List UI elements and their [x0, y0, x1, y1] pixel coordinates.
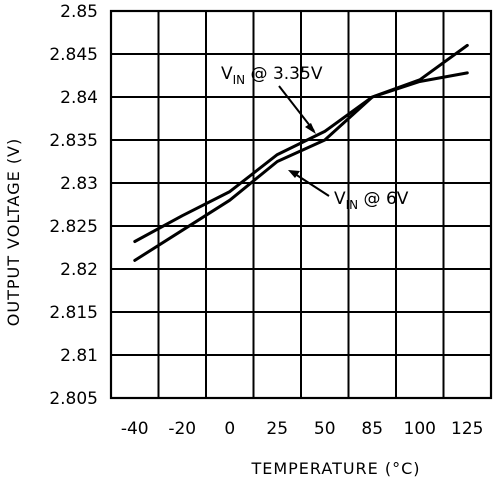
- x-tick-label: 50: [314, 419, 336, 439]
- series-line-2: [133, 71, 469, 243]
- series-1-arrowhead: [305, 123, 316, 134]
- series-1-leader: [278, 85, 315, 132]
- y-tick-label: 2.845: [49, 45, 98, 65]
- x-axis-title: TEMPERATURE (°C): [250, 459, 420, 478]
- x-tick-label: -20: [168, 419, 196, 439]
- series-1-label: VIN @ 3.35V: [221, 64, 323, 87]
- series-2-arrowhead: [288, 170, 300, 178]
- x-axis-ticks: -40 -20 0 25 50 85 100 125: [121, 419, 484, 439]
- y-tick-label: 2.82: [60, 260, 98, 280]
- y-tick-label: 2.84: [60, 88, 98, 108]
- plot-frame: [109, 9, 493, 400]
- y-tick-label: 2.83: [60, 174, 98, 194]
- x-tick-label: 100: [404, 419, 436, 439]
- x-tick-label: -40: [121, 419, 149, 439]
- annotation-series-2: VIN @ 6V: [288, 170, 409, 212]
- y-tick-label: 2.835: [49, 131, 98, 151]
- x-tick-label: 25: [266, 419, 288, 439]
- series-group: [133, 43, 469, 262]
- y-tick-label: 2.805: [49, 389, 98, 409]
- x-tick-label: 85: [361, 419, 383, 439]
- y-axis-title: OUTPUT VOLTAGE (V): [4, 138, 23, 326]
- y-tick-label: 2.81: [60, 346, 98, 366]
- x-tick-label: 0: [224, 419, 235, 439]
- y-tick-label: 2.85: [60, 2, 98, 22]
- annotation-series-1: VIN @ 3.35V: [221, 64, 323, 134]
- grid: [111, 11, 491, 398]
- y-axis-ticks: 2.85 2.845 2.84 2.835 2.83 2.825 2.82 2.815 2.81…: [49, 2, 98, 409]
- x-tick-label: 125: [451, 419, 483, 439]
- y-tick-label: 2.825: [49, 217, 98, 237]
- series-2-leader: [291, 171, 330, 197]
- y-tick-label: 2.815: [49, 303, 98, 323]
- series-2-label: VIN @ 6V: [334, 189, 409, 212]
